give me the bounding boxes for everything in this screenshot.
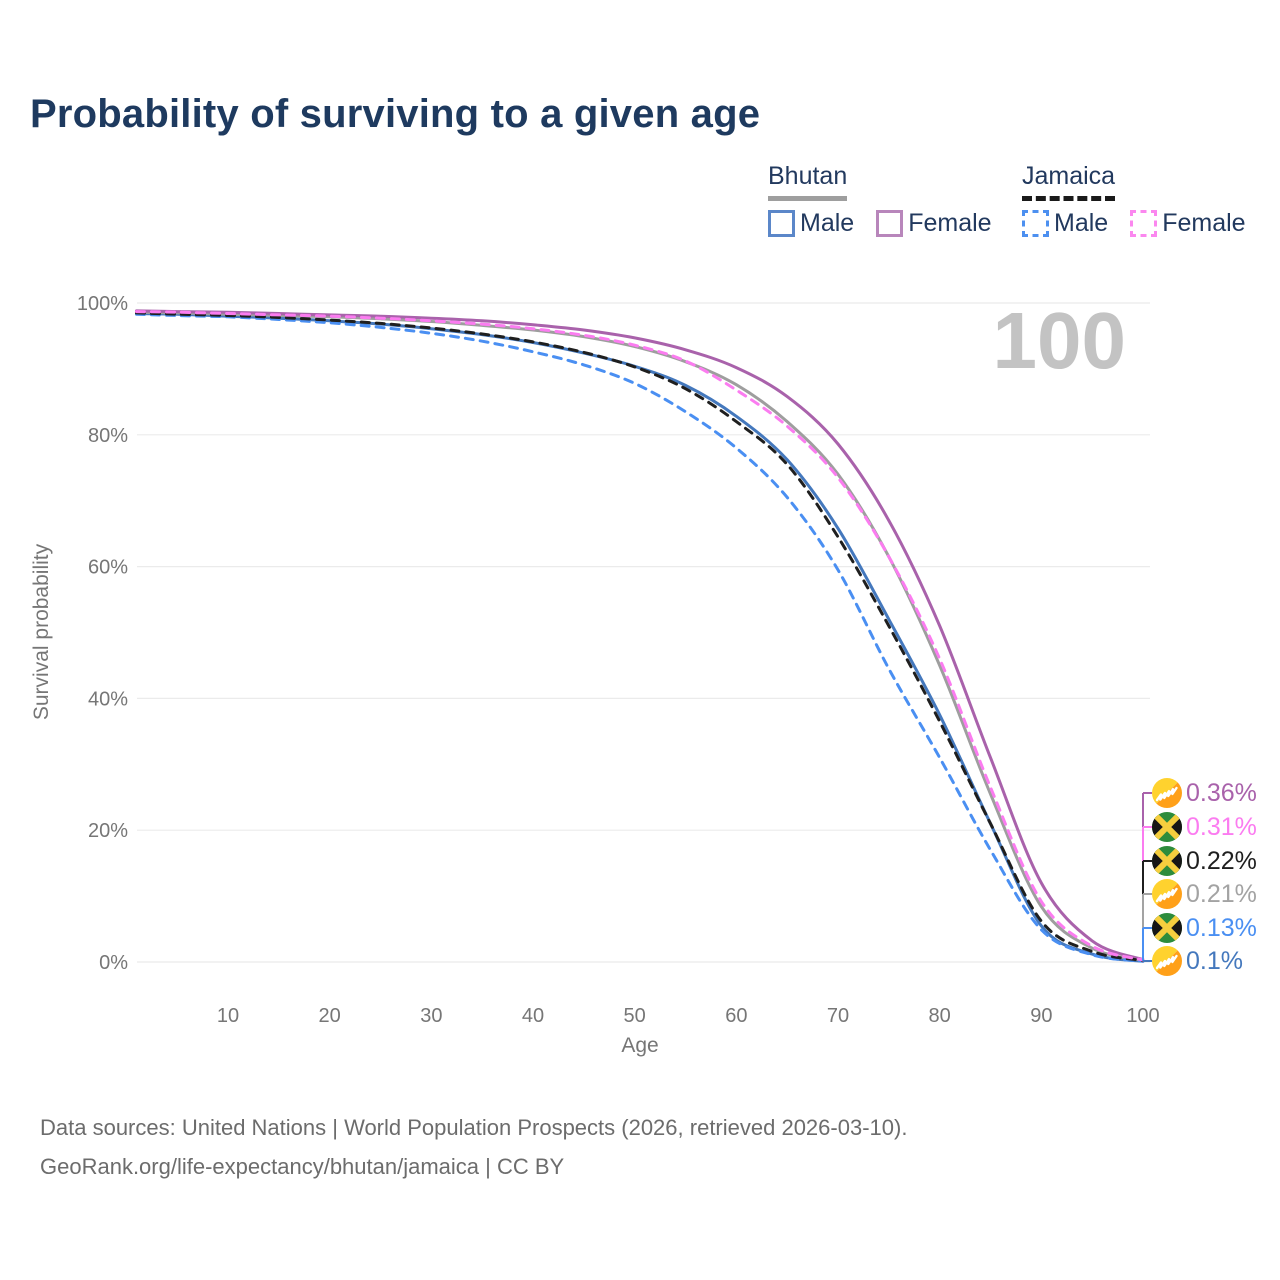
- x-tick-label-10: 10: [217, 1005, 239, 1027]
- x-tick-label-100: 100: [1126, 1005, 1159, 1027]
- x-tick-label-90: 90: [1030, 1005, 1052, 1027]
- curve-jamaica-male[interactable]: [135, 312, 1145, 963]
- legend-label-bhutan-male[interactable]: Male: [800, 209, 855, 237]
- legend-swatch-bhutan-male[interactable]: [768, 210, 795, 237]
- end-label-bhutan-female[interactable]: 0.36%: [1152, 777, 1257, 809]
- legend-swatch-jamaica-female[interactable]: [1130, 210, 1158, 237]
- legend-group-bhutan: Bhutan Male Female: [768, 162, 1014, 238]
- y-tick-label-20%: 20%: [88, 820, 128, 842]
- y-tick-label-40%: 40%: [88, 688, 128, 710]
- jamaica-flag-icon: [1152, 846, 1182, 876]
- bhutan-flag-icon: [1152, 946, 1182, 976]
- bhutan-flag-icon: [1152, 879, 1182, 909]
- footer-data-sources: Data sources: United Nations | World Pop…: [40, 1115, 908, 1140]
- x-axis-title: Age: [621, 1034, 658, 1057]
- x-tick-label-30: 30: [420, 1005, 442, 1027]
- legend-label-jamaica-female[interactable]: Female: [1162, 209, 1246, 237]
- x-tick-label-70: 70: [827, 1005, 849, 1027]
- x-tick-label-40: 40: [522, 1005, 544, 1027]
- legend-label-jamaica-male[interactable]: Male: [1054, 209, 1109, 237]
- curve-jamaica-both[interactable]: [135, 311, 1145, 963]
- y-axis-title: Survival probability: [30, 543, 53, 720]
- legend-country-bhutan[interactable]: Bhutan: [768, 162, 848, 201]
- jamaica-flag-icon: [1152, 812, 1182, 842]
- end-value-jamaica-male: 0.13%: [1186, 913, 1257, 942]
- y-tick-label-0%: 0%: [99, 952, 128, 974]
- y-tick-label-80%: 80%: [88, 425, 128, 447]
- end-value-bhutan-male: 0.1%: [1186, 946, 1243, 975]
- end-label-bhutan-male[interactable]: 0.1%: [1152, 945, 1243, 977]
- page-title: Probability of surviving to a given age: [30, 92, 761, 136]
- x-tick-label-80: 80: [929, 1005, 951, 1027]
- end-value-jamaica-both: 0.22%: [1186, 846, 1257, 875]
- legend-country-jamaica[interactable]: Jamaica: [1022, 162, 1116, 201]
- end-label-jamaica-female[interactable]: 0.31%: [1152, 811, 1257, 843]
- legend-swatch-bhutan-female[interactable]: [876, 210, 904, 237]
- end-label-jamaica-male[interactable]: 0.13%: [1152, 912, 1257, 944]
- x-tick-label-60: 60: [725, 1005, 747, 1027]
- legend-row-bhutan: Male Female: [768, 209, 1014, 238]
- curve-bhutan-both[interactable]: [135, 310, 1145, 963]
- legend-group-jamaica: Jamaica Male Female: [1022, 162, 1268, 238]
- curve-bhutan-female[interactable]: [135, 309, 1145, 962]
- end-value-bhutan-both: 0.21%: [1186, 879, 1257, 908]
- legend-row-jamaica: Male Female: [1022, 209, 1268, 238]
- end-value-jamaica-female: 0.31%: [1186, 812, 1257, 841]
- legend-swatch-jamaica-male[interactable]: [1022, 210, 1049, 237]
- x-tick-label-50: 50: [624, 1005, 646, 1027]
- y-tick-label-100%: 100%: [77, 293, 128, 315]
- end-label-jamaica-both[interactable]: 0.22%: [1152, 845, 1257, 877]
- jamaica-flag-icon: [1152, 913, 1182, 943]
- x-tick-label-20: 20: [319, 1005, 341, 1027]
- curve-bhutan-male[interactable]: [135, 312, 1145, 963]
- footer: Data sources: United Nations | World Pop…: [40, 1108, 907, 1186]
- bhutan-flag-icon: [1152, 778, 1182, 808]
- footer-attribution: GeoRank.org/life-expectancy/bhutan/jamai…: [40, 1154, 565, 1179]
- end-label-bhutan-both[interactable]: 0.21%: [1152, 878, 1257, 910]
- end-value-bhutan-female: 0.36%: [1186, 778, 1257, 807]
- legend-label-bhutan-female[interactable]: Female: [908, 209, 992, 237]
- y-tick-label-60%: 60%: [88, 557, 128, 579]
- curve-jamaica-female[interactable]: [135, 310, 1145, 962]
- age-watermark: 100: [993, 296, 1126, 385]
